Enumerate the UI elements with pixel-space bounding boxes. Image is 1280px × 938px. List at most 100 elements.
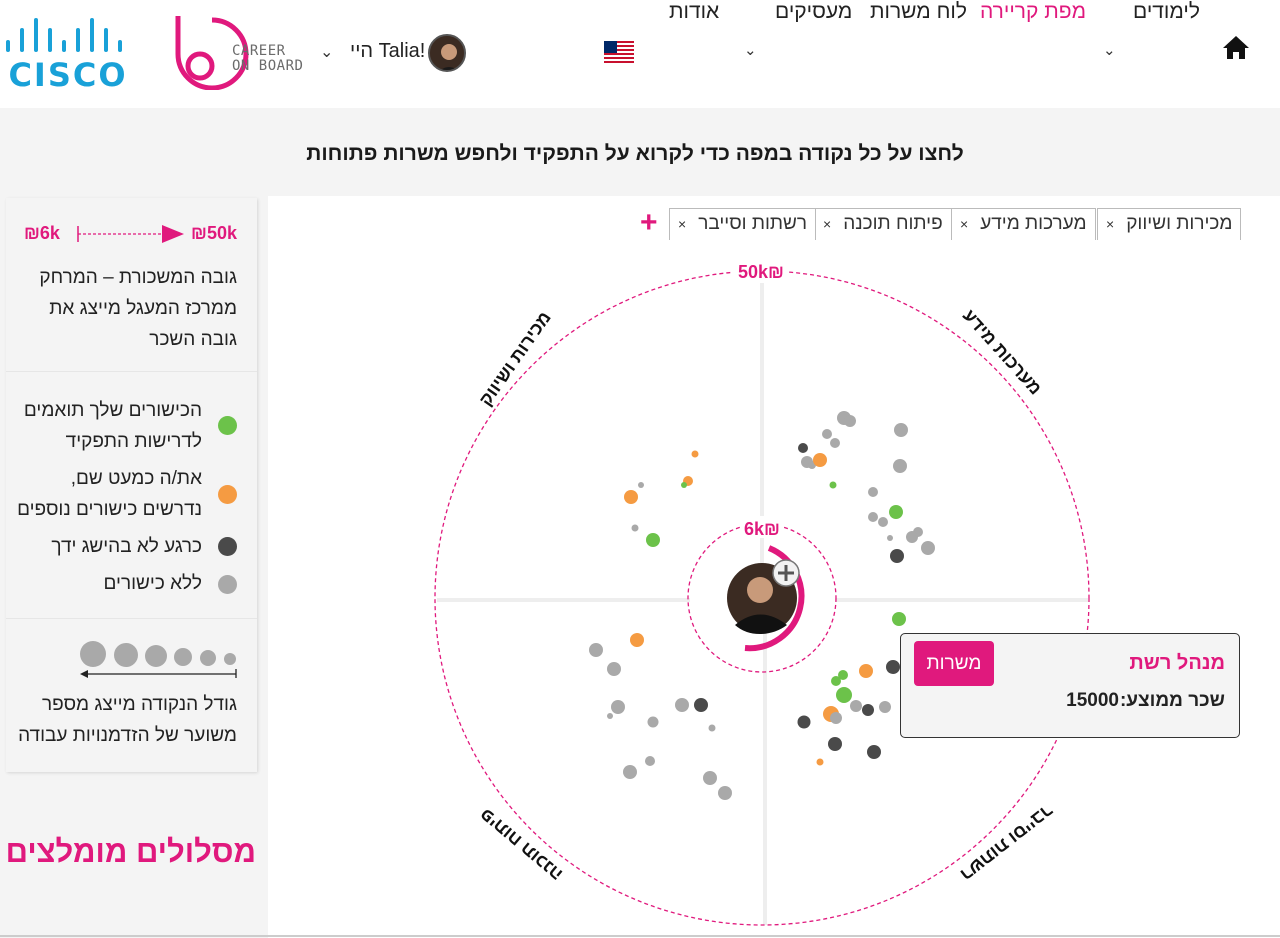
- career-dot[interactable]: [906, 531, 918, 543]
- career-dot[interactable]: [646, 533, 660, 547]
- cisco-logo[interactable]: CISCO: [2, 14, 134, 90]
- career-dot[interactable]: [708, 724, 716, 732]
- legend-status-match: הכישורים שלך תואמים לדרישות התפקיד: [23, 400, 202, 452]
- legend-almost-dot-icon: [218, 485, 237, 504]
- career-dot[interactable]: [889, 505, 903, 519]
- recommended-paths-title: מסלולים מומלצים: [5, 834, 256, 869]
- career-dot[interactable]: [892, 612, 906, 626]
- career-on-board-text: CAREER ON BOARD: [232, 43, 304, 74]
- map-legend: 50k₪ 6k₪ גובה המשכורת – המרחק ממרכז המעג…: [6, 198, 257, 772]
- career-dot[interactable]: [816, 758, 824, 766]
- remove-chip-icon[interactable]: ×: [1106, 216, 1115, 232]
- legend-not-yet-dot-icon: [218, 537, 237, 556]
- career-dot[interactable]: [868, 512, 878, 522]
- remove-chip-icon[interactable]: ×: [678, 216, 687, 232]
- filter-chip-sales-marketing[interactable]: מכירות ושיווק×: [1097, 208, 1242, 240]
- career-dot[interactable]: [879, 701, 891, 713]
- career-dot[interactable]: [611, 700, 625, 714]
- career-dot[interactable]: [624, 490, 638, 504]
- career-dot[interactable]: [850, 700, 862, 712]
- career-dot[interactable]: [607, 713, 613, 719]
- career-dot[interactable]: [631, 524, 639, 532]
- legend-none-dot-icon: [218, 575, 237, 594]
- career-dot[interactable]: [797, 715, 811, 729]
- nav-studies-chevron-icon[interactable]: ⌄: [1103, 42, 1116, 59]
- nav-item-career-map[interactable]: מפת קריירה: [980, 0, 1086, 23]
- career-dot[interactable]: [638, 482, 644, 488]
- tooltip-salary-value: 15000: [1066, 690, 1119, 711]
- header: CISCO CAREER ON BOARD ⌄ היי Talia! אודות…: [0, 0, 1280, 108]
- filter-chip-software-dev[interactable]: פיתוח תוכנה×: [814, 208, 952, 240]
- page-divider: [0, 935, 1280, 937]
- career-dot[interactable]: [822, 429, 832, 439]
- career-dot[interactable]: [893, 459, 907, 473]
- tooltip-jobs-button[interactable]: משרות: [914, 641, 994, 686]
- nav-item-employers[interactable]: מעסיקים: [775, 0, 853, 23]
- legend-status-none: ללא כישורים: [103, 573, 202, 594]
- legend-status-not-yet: כרגע לא בהישג ידך: [51, 536, 202, 557]
- user-menu-chevron-icon[interactable]: ⌄: [320, 44, 334, 61]
- cisco-wordmark: CISCO: [8, 56, 127, 90]
- career-dot[interactable]: [867, 745, 881, 759]
- user-avatar[interactable]: [428, 34, 466, 72]
- us-flag-icon[interactable]: [604, 41, 634, 65]
- tooltip-salary-label: שכר ממוצע:: [1119, 690, 1225, 711]
- add-filter-icon[interactable]: +: [640, 206, 658, 239]
- legend-match-dot-icon: [218, 416, 237, 435]
- filter-chip-networks-cyber[interactable]: רשתות וסייבר×: [669, 208, 817, 240]
- career-dot[interactable]: [589, 643, 603, 657]
- role-tooltip: מנהל רשת שכר ממוצע: 15000 משרות: [900, 633, 1240, 738]
- career-dot[interactable]: [681, 482, 687, 488]
- nav-item-job-board[interactable]: לוח משרות: [870, 0, 967, 23]
- career-on-board-logo[interactable]: [172, 14, 297, 90]
- user-greeting[interactable]: היי Talia!: [350, 40, 426, 62]
- career-dot[interactable]: [890, 549, 904, 563]
- career-dot[interactable]: [607, 662, 621, 676]
- legend-salary-high: 50k₪: [191, 223, 237, 243]
- career-dot[interactable]: [921, 541, 935, 555]
- career-dot[interactable]: [829, 481, 837, 489]
- career-dot[interactable]: [798, 443, 808, 453]
- nav-employers-chevron-icon[interactable]: ⌄: [744, 42, 757, 59]
- career-dot[interactable]: [675, 698, 689, 712]
- career-dot[interactable]: [830, 712, 842, 724]
- career-map-panel: [268, 196, 1280, 938]
- career-dot[interactable]: [894, 423, 908, 437]
- nav-item-about[interactable]: אודות: [669, 0, 720, 23]
- career-dot[interactable]: [831, 676, 841, 686]
- tooltip-role-title: מנהל רשת: [1129, 652, 1225, 674]
- map-instruction: לחצו על כל נקודה במפה כדי לקרוא על התפקי…: [306, 142, 964, 165]
- career-dot[interactable]: [862, 704, 874, 716]
- career-dot[interactable]: [703, 771, 717, 785]
- career-dot[interactable]: [830, 438, 840, 448]
- legend-status-almost: את/ה כמעט שם, נדרשים כישורים נוספים: [17, 468, 202, 520]
- career-dot[interactable]: [828, 737, 842, 751]
- legend-size-scale-icon: [80, 641, 237, 678]
- legend-salary-description: גובה המשכורת – המרחק ממרכז המעגל מייצג א…: [39, 267, 237, 350]
- remove-chip-icon[interactable]: ×: [960, 216, 969, 232]
- career-dot[interactable]: [838, 670, 848, 680]
- career-dots: [589, 411, 935, 800]
- filter-chip-information-systems[interactable]: מערכות מידע×: [951, 208, 1096, 240]
- career-dot[interactable]: [886, 660, 900, 674]
- nav-item-studies[interactable]: לימודים: [1133, 0, 1200, 23]
- career-dot[interactable]: [718, 786, 732, 800]
- career-dot[interactable]: [645, 756, 655, 766]
- career-dot[interactable]: [878, 517, 888, 527]
- legend-salary-arrow-icon: [77, 225, 184, 243]
- career-dot[interactable]: [813, 453, 827, 467]
- career-dot[interactable]: [691, 450, 699, 458]
- career-dot[interactable]: [844, 415, 856, 427]
- legend-size-description: גודל הנקודה מייצג מספר משוער של הזדמנויו…: [18, 694, 237, 746]
- remove-chip-icon[interactable]: ×: [823, 216, 832, 232]
- career-dot[interactable]: [836, 687, 852, 703]
- legend-salary-low: 6k₪: [24, 223, 60, 243]
- home-icon[interactable]: [1222, 34, 1250, 60]
- career-dot[interactable]: [859, 664, 873, 678]
- career-dot[interactable]: [623, 765, 637, 779]
- career-dot[interactable]: [694, 698, 708, 712]
- career-dot[interactable]: [630, 633, 644, 647]
- career-dot[interactable]: [887, 535, 893, 541]
- career-dot[interactable]: [647, 716, 659, 728]
- career-dot[interactable]: [868, 487, 878, 497]
